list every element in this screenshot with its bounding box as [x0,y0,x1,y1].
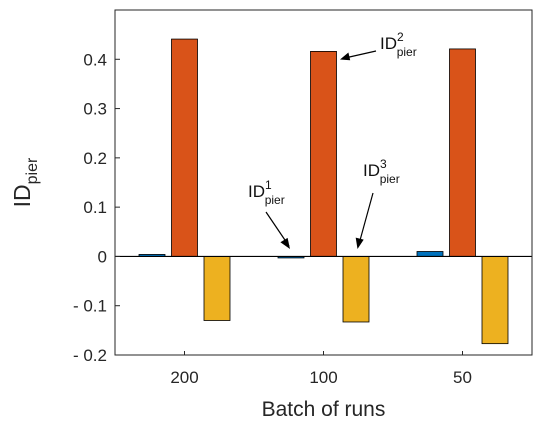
x-axis-ticks: 200 100 50 [170,351,472,387]
bar-100-series-2 [310,51,337,257]
annotation-id2: ID2 pier [340,30,417,61]
x-axis-label: Batch of runs [262,398,386,421]
annotation-id3-label: ID3 pier [363,157,400,186]
bar-200-series-2 [171,38,198,257]
y-tick-label: 0.2 [83,149,107,168]
y-tick-label: 0.3 [83,100,107,119]
y-tick-label: 0.4 [83,50,107,69]
x-tick-label: 50 [453,368,472,387]
bar-200-series-3 [203,256,231,321]
annotation-id3-arrow [358,192,374,245]
annotation-id2-sup: 2 [397,30,404,44]
annotation-id1: ID1 pier [248,178,290,249]
annotation-id2-arrow [344,50,377,59]
x-tick-label: 200 [170,368,198,387]
annotation-id1-label: ID1 pier [248,178,285,207]
annotation-id2-sub: pier [397,45,417,59]
x-tick-label: 100 [309,368,337,387]
annotation-id3-sub: pier [380,172,400,186]
annotation-id1-sup: 1 [265,178,272,192]
annotation-id1-arrowhead [280,237,290,249]
bar-100-series-3 [342,256,370,323]
y-axis-label: IDpier [9,157,41,207]
y-tick-label: - 0.1 [73,297,107,316]
annotation-id2-base: ID [380,34,397,53]
annotation-id3-base: ID [363,161,380,180]
annotation-id3: ID3 pier [355,157,400,249]
annotation-id2-arrowhead [340,52,351,61]
annotation-id1-sub: pier [265,193,285,207]
annotations-layer: ID1 pier ID2 pier ID3 pier [248,30,417,249]
annotation-id1-base: ID [248,182,265,201]
bars-layer [138,38,509,345]
y-axis-ticks: - 0.2 - 0.1 0 0.1 0.2 0.3 0.4 [73,50,120,365]
annotation-id3-arrowhead [355,237,364,249]
y-tick-label: 0 [98,247,107,266]
y-tick-label: 0.1 [83,198,107,217]
bar-50-series-2 [449,48,476,257]
y-tick-label: - 0.2 [73,346,107,365]
bar-50-series-1 [416,251,444,257]
annotation-id3-sup: 3 [380,157,387,171]
annotation-id2-label: ID2 pier [380,30,417,59]
y-axis-label-base: ID [9,184,35,207]
bar-50-series-3 [481,256,509,345]
y-axis-label-sub: pier [24,157,41,184]
